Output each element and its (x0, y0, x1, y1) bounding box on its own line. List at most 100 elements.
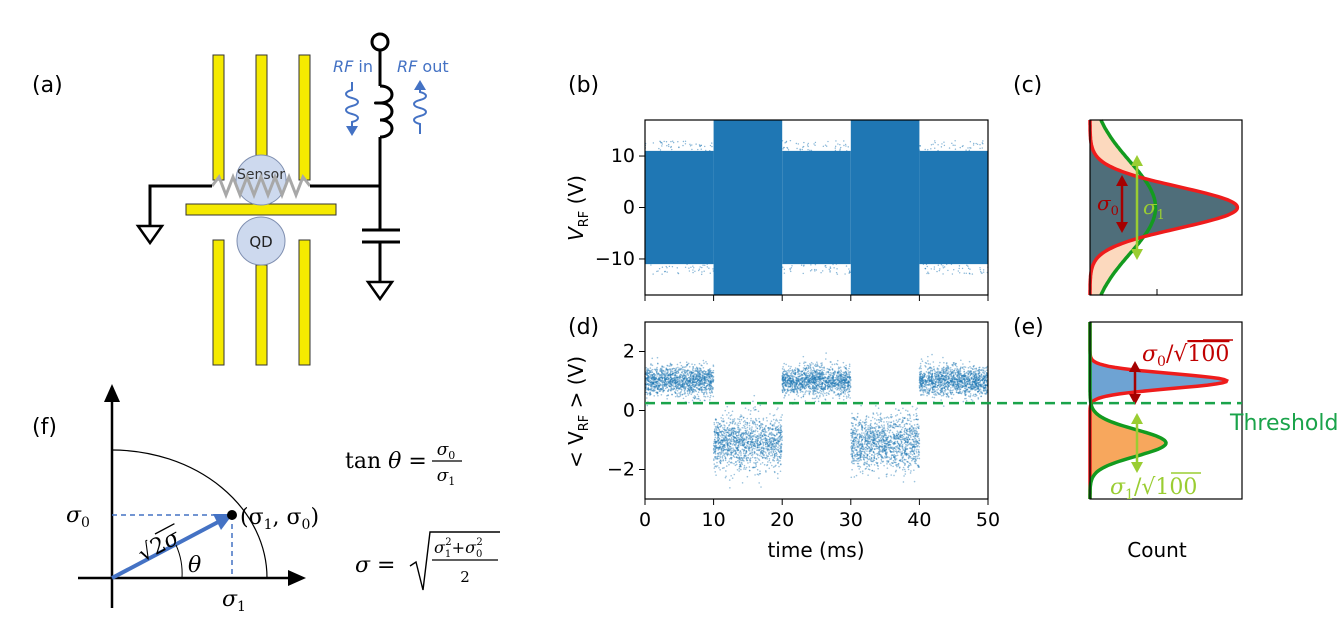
avg-point (889, 429, 891, 432)
avg-point (650, 385, 652, 388)
avg-point (711, 391, 714, 394)
avg-point (681, 380, 684, 383)
avg-point (670, 378, 673, 380)
raw-point (938, 269, 941, 272)
avg-point (647, 378, 649, 381)
avg-point (687, 373, 689, 375)
avg-point (651, 376, 654, 379)
avg-point (802, 395, 805, 398)
avg-point (651, 364, 654, 367)
avg-point (776, 472, 779, 475)
avg-point (826, 367, 829, 370)
avg-point (748, 424, 751, 427)
avg-point (737, 434, 740, 437)
avg-point (792, 388, 794, 391)
avg-point (690, 384, 693, 387)
raw-point (822, 270, 824, 272)
avg-point (649, 391, 651, 394)
avg-point (856, 416, 859, 418)
avg-point (711, 371, 713, 374)
avg-point (835, 362, 838, 365)
avg-point (799, 391, 802, 393)
avg-point (646, 377, 649, 379)
avg-point (668, 379, 670, 382)
avg-point (756, 468, 759, 471)
avg-point (688, 370, 691, 372)
avg-point (703, 377, 706, 380)
avg-point (911, 405, 914, 408)
avg-point (654, 389, 656, 392)
avg-point (822, 371, 825, 374)
avg-point (671, 373, 673, 376)
avg-point (706, 376, 709, 378)
avg-point (784, 392, 787, 394)
avg-point (656, 392, 659, 394)
avg-point (751, 443, 754, 445)
avg-point (738, 438, 741, 441)
avg-point (674, 369, 677, 371)
avg-point (656, 362, 659, 365)
avg-point (668, 381, 670, 384)
avg-point (794, 384, 797, 386)
raw-point (659, 149, 662, 151)
avg-point (646, 378, 649, 381)
avg-point (678, 379, 681, 381)
avg-point (727, 444, 729, 447)
avg-point (714, 453, 717, 455)
avg-point (814, 381, 817, 384)
avg-point (840, 370, 843, 373)
avg-point (653, 385, 656, 388)
avg-point (871, 416, 874, 419)
avg-point (724, 442, 727, 444)
avg-point (683, 366, 686, 368)
panel-label-a: (a) (32, 73, 63, 98)
avg-point (692, 369, 694, 372)
avg-point (685, 375, 687, 378)
avg-point (689, 379, 692, 381)
avg-point (726, 438, 729, 440)
raw-point (962, 145, 964, 147)
avg-point (883, 417, 886, 419)
avg-point (715, 466, 718, 468)
avg-point (729, 427, 731, 430)
avg-point (817, 369, 820, 371)
avg-point (837, 381, 840, 384)
raw-point (932, 143, 934, 146)
avg-point (804, 376, 807, 379)
avg-point (649, 392, 651, 395)
raw-point (810, 149, 813, 152)
avg-point (666, 378, 668, 381)
avg-point (765, 445, 767, 448)
avg-point (689, 373, 692, 376)
avg-point (814, 363, 817, 366)
avg-point (768, 457, 771, 460)
avg-point (647, 387, 650, 390)
avg-point (749, 434, 752, 437)
avg-point (769, 423, 772, 425)
avg-point (651, 384, 653, 386)
avg-point (690, 388, 692, 390)
avg-point (752, 407, 755, 409)
avg-point (836, 378, 839, 381)
avg-point (683, 383, 686, 386)
lower-gate-3 (298, 239, 311, 366)
avg-point (717, 427, 720, 429)
avg-point (840, 385, 843, 388)
avg-point (672, 380, 675, 383)
avg-point (746, 417, 749, 420)
avg-point (712, 375, 715, 378)
avg-point (777, 462, 779, 464)
avg-point (779, 424, 782, 426)
avg-point (834, 385, 836, 388)
avg-point (714, 450, 716, 453)
avg-point (729, 418, 732, 421)
avg-point (691, 388, 693, 390)
avg-point (688, 387, 691, 389)
avg-point (766, 446, 768, 448)
avg-point (689, 377, 692, 379)
avg-point (670, 378, 672, 381)
avg-point (779, 470, 782, 473)
avg-point (876, 464, 879, 467)
avg-point (843, 371, 846, 374)
avg-point (688, 392, 691, 395)
